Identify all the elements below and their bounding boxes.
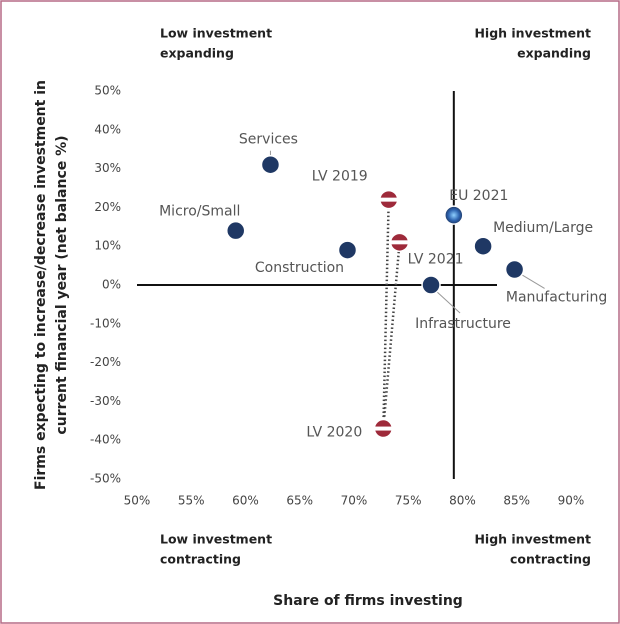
point	[421, 275, 441, 295]
y-tick-label: 20%	[94, 200, 121, 214]
x-tick-label: 70%	[341, 494, 368, 508]
y-tick-label: 40%	[94, 122, 121, 136]
flag-stripe	[379, 197, 398, 202]
quadrant-label: Low investment	[160, 26, 272, 41]
y-tick-label: -50%	[90, 472, 121, 486]
point-label: Services	[239, 132, 298, 148]
trend-line	[382, 199, 390, 429]
point	[473, 236, 493, 256]
point	[444, 205, 464, 225]
y-axis-title: Firms expecting to increase/decrease inv…	[33, 80, 49, 490]
x-tick-label: 90%	[558, 494, 585, 508]
point-label: EU 2021	[449, 188, 508, 204]
x-tick-label: 50%	[124, 494, 151, 508]
y-tick-label: -40%	[90, 433, 121, 447]
flag-stripe	[390, 240, 409, 245]
point	[504, 259, 525, 280]
y-tick-label: -20%	[90, 355, 121, 369]
flag-stripe	[374, 426, 393, 431]
quadrant-label: contracting	[510, 552, 591, 567]
point-label: Medium/Large	[493, 220, 593, 236]
y-tick-label: 10%	[94, 239, 121, 253]
quadrant-label: Low investment	[160, 532, 272, 547]
point-label: Infrastructure	[415, 316, 511, 332]
x-tick-label: 85%	[503, 494, 530, 508]
point	[337, 240, 358, 260]
y-axis-title: current financial year (net balance %)	[54, 135, 70, 434]
point	[225, 220, 246, 241]
x-axis-title: Share of firms investing	[273, 593, 463, 609]
quadrant-label: contracting	[160, 552, 241, 567]
quadrant-label: High investment	[474, 26, 591, 41]
x-tick-label: 80%	[449, 494, 476, 508]
point-label: Construction	[255, 260, 344, 276]
quadrant-label: High investment	[474, 532, 591, 547]
point-label: LV 2019	[312, 169, 368, 185]
trend-line	[382, 242, 401, 429]
point-label: LV 2020	[306, 425, 362, 441]
quadrant-label: expanding	[160, 46, 234, 61]
y-tick-label: 30%	[94, 161, 121, 175]
y-tick-label: -30%	[90, 394, 121, 408]
point	[260, 154, 281, 175]
x-tick-label: 75%	[395, 494, 422, 508]
leader-line	[435, 290, 461, 314]
y-tick-label: 50%	[94, 84, 121, 98]
point-label: Micro/Small	[159, 204, 240, 220]
quadrant-label: expanding	[517, 46, 591, 61]
y-tick-label: 0%	[102, 278, 121, 292]
point-label: LV 2021	[408, 251, 464, 267]
x-tick-label: 55%	[178, 494, 205, 508]
x-tick-label: 60%	[232, 494, 259, 508]
y-tick-label: -10%	[90, 316, 121, 330]
point-label: Manufacturing	[506, 289, 607, 305]
x-tick-label: 65%	[286, 494, 313, 508]
leader-line	[519, 273, 545, 289]
